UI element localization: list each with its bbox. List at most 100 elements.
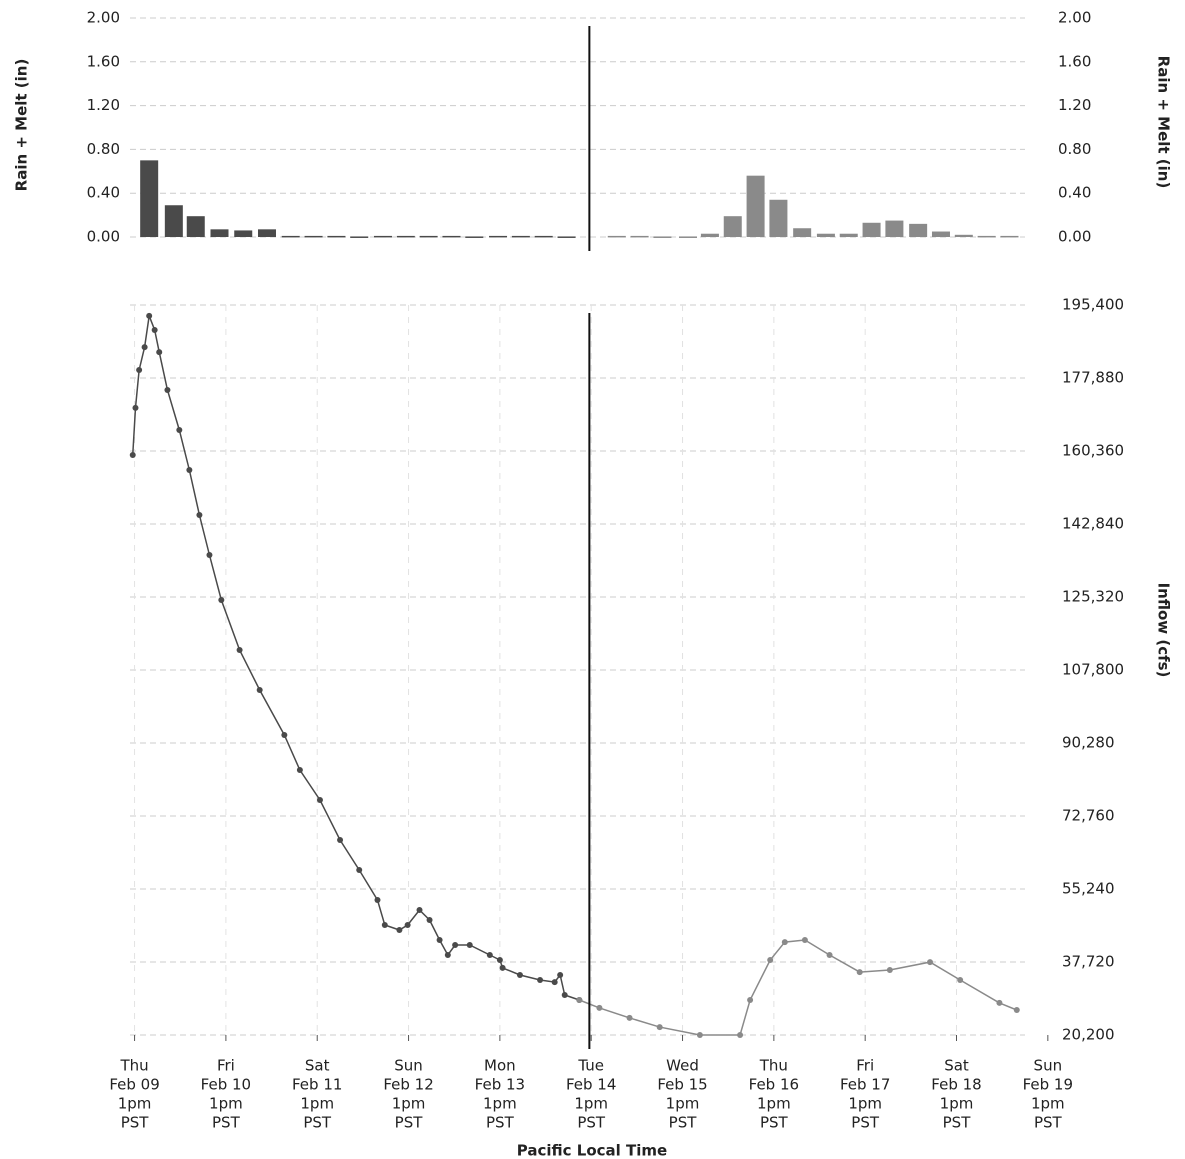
y2-tick-label: 1.20 bbox=[1058, 96, 1091, 114]
bar bbox=[723, 216, 742, 237]
point bbox=[206, 552, 213, 558]
x-tick-label: Feb 13 bbox=[475, 1076, 525, 1094]
y-axis-title: Rain + Melt (in) bbox=[13, 59, 31, 192]
x-tick-label: Feb 12 bbox=[383, 1076, 433, 1094]
y2-tick-label: 0.40 bbox=[1058, 184, 1091, 202]
line bbox=[131, 312, 580, 1001]
y-tick-label: 0.00 bbox=[87, 228, 120, 246]
point bbox=[626, 1014, 633, 1021]
bar bbox=[210, 229, 229, 237]
y2-tick-label: 142,840 bbox=[1062, 515, 1124, 533]
x-tick-label: Feb 19 bbox=[1023, 1076, 1073, 1094]
x-tick-label: Sat bbox=[305, 1057, 330, 1075]
y2-tick-label: 37,720 bbox=[1062, 953, 1115, 971]
y-tick-label: 0.40 bbox=[87, 184, 120, 202]
x-tick-label: Mon bbox=[484, 1057, 516, 1075]
point bbox=[996, 999, 1003, 1006]
y2-tick-label: 177,880 bbox=[1062, 369, 1124, 387]
point bbox=[381, 922, 388, 928]
x-tick-label: PST bbox=[212, 1114, 241, 1132]
point bbox=[218, 597, 225, 603]
point bbox=[444, 952, 451, 958]
point bbox=[551, 979, 558, 986]
bar bbox=[373, 235, 392, 238]
point bbox=[156, 349, 163, 356]
bar bbox=[977, 235, 996, 238]
x-tick-label: Feb 18 bbox=[931, 1076, 981, 1094]
point bbox=[281, 732, 288, 738]
x-tick-label: 1pm bbox=[1031, 1095, 1065, 1113]
bar bbox=[793, 228, 812, 237]
y2-axis-title: Rain + Melt (in) bbox=[1155, 56, 1173, 189]
x-tick-label: PST bbox=[121, 1114, 150, 1132]
point bbox=[151, 327, 158, 333]
bar bbox=[164, 205, 183, 237]
bar bbox=[489, 235, 508, 238]
point bbox=[356, 867, 363, 873]
y-tick-label: 1.20 bbox=[87, 96, 120, 114]
point bbox=[927, 959, 934, 966]
point bbox=[141, 344, 148, 351]
point bbox=[516, 972, 523, 978]
x-tick-label: 1pm bbox=[483, 1095, 517, 1113]
point bbox=[957, 977, 964, 983]
bar bbox=[396, 235, 415, 238]
point bbox=[826, 952, 833, 958]
y2-tick-label: 0.80 bbox=[1058, 140, 1091, 158]
point bbox=[186, 467, 193, 473]
x-tick-label: PST bbox=[303, 1114, 332, 1132]
point bbox=[466, 942, 473, 948]
y2-tick-label: 107,800 bbox=[1062, 661, 1124, 679]
x-tick-label: 1pm bbox=[757, 1095, 791, 1113]
bar bbox=[769, 199, 788, 237]
y2-tick-label: 72,760 bbox=[1062, 807, 1115, 825]
bar bbox=[862, 222, 881, 237]
bar bbox=[140, 160, 159, 237]
bar bbox=[281, 235, 300, 238]
x-tick-label: Feb 16 bbox=[749, 1076, 799, 1094]
x-tick-label: PST bbox=[669, 1114, 698, 1132]
x-tick-label: PST bbox=[1034, 1114, 1063, 1132]
y2-tick-label: 1.60 bbox=[1058, 52, 1091, 70]
point bbox=[416, 907, 423, 913]
point bbox=[801, 937, 808, 943]
bar bbox=[511, 235, 530, 238]
x-tick-label: Thu bbox=[759, 1057, 788, 1075]
x-tick-label: Tue bbox=[577, 1057, 604, 1075]
bar bbox=[700, 233, 719, 237]
point bbox=[596, 1004, 603, 1011]
y-tick-label: 0.80 bbox=[87, 140, 120, 158]
point bbox=[436, 937, 443, 943]
x-tick-label: Sun bbox=[394, 1057, 423, 1075]
bar bbox=[350, 236, 369, 238]
x-tick-label: PST bbox=[486, 1114, 515, 1132]
point bbox=[452, 942, 459, 948]
point bbox=[737, 1032, 744, 1038]
point bbox=[656, 1024, 663, 1031]
bar bbox=[931, 231, 950, 237]
x-tick-label: Feb 11 bbox=[292, 1076, 342, 1094]
bar bbox=[679, 236, 698, 238]
bar bbox=[234, 230, 253, 237]
point bbox=[886, 967, 893, 973]
bar bbox=[534, 235, 553, 238]
y-tick-label: 2.00 bbox=[87, 9, 120, 27]
point bbox=[374, 897, 381, 903]
point bbox=[486, 952, 493, 958]
point bbox=[236, 647, 243, 653]
bar bbox=[327, 235, 346, 238]
bar bbox=[257, 229, 276, 237]
bar bbox=[630, 235, 649, 238]
point bbox=[256, 687, 263, 693]
x-tick-label: 1pm bbox=[118, 1095, 152, 1113]
y2-tick-label: 160,360 bbox=[1062, 442, 1124, 460]
x-tick-label: 1pm bbox=[300, 1095, 334, 1113]
bar bbox=[653, 236, 672, 238]
x-tick-label: Fri bbox=[217, 1057, 235, 1075]
x-tick-label: 1pm bbox=[574, 1095, 608, 1113]
point bbox=[496, 957, 503, 963]
point bbox=[856, 969, 863, 976]
y2-tick-label: 195,400 bbox=[1062, 296, 1124, 314]
